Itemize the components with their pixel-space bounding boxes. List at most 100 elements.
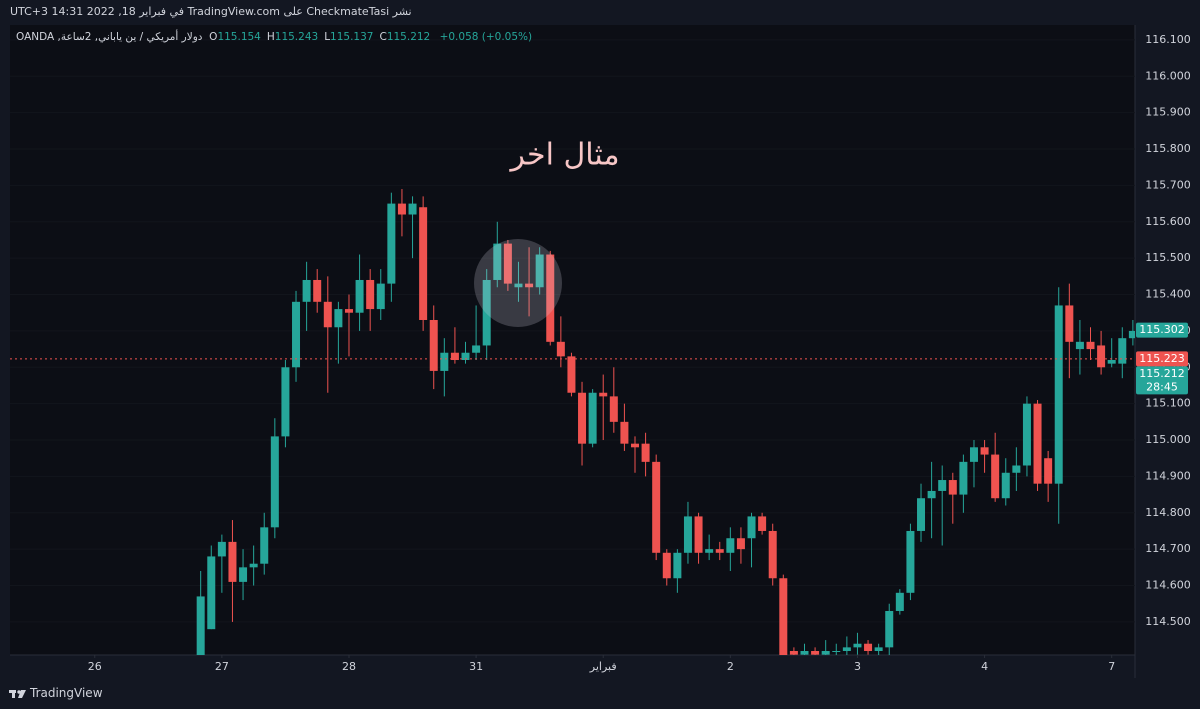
candle-body bbox=[397, 203, 406, 215]
candle-body bbox=[832, 650, 841, 652]
publish-info: نشر CheckmateTasi على TradingView.com في… bbox=[10, 5, 412, 18]
y-tick-label: 114.800 bbox=[1145, 506, 1191, 519]
y-tick-label: 115.900 bbox=[1145, 106, 1191, 119]
candle-body bbox=[1075, 341, 1084, 350]
candle-body bbox=[599, 392, 608, 397]
plot-area bbox=[10, 25, 1135, 655]
candle-body bbox=[758, 516, 767, 531]
candle-body bbox=[472, 345, 481, 353]
candle-body bbox=[683, 516, 692, 553]
price-badge bbox=[1136, 351, 1188, 367]
candle-body bbox=[969, 447, 978, 462]
candle-body bbox=[302, 279, 311, 302]
ohlc-value: 115.243 bbox=[274, 31, 319, 43]
candle-body bbox=[556, 341, 565, 357]
candle-body bbox=[779, 578, 788, 655]
candle-body bbox=[1118, 338, 1127, 364]
candle-body bbox=[503, 243, 512, 284]
candle-body bbox=[387, 203, 396, 284]
y-tick-label: 115.400 bbox=[1145, 288, 1191, 301]
candle-body bbox=[853, 643, 862, 648]
candle-body bbox=[1128, 330, 1135, 339]
candle-body bbox=[938, 480, 947, 491]
candle-body bbox=[292, 301, 301, 368]
candle-body bbox=[1044, 458, 1053, 484]
candle-body bbox=[1054, 305, 1063, 484]
candle-body bbox=[1107, 360, 1116, 364]
symbol: دولار أمريكي / ين ياباني, 2ساعة, OANDA bbox=[16, 31, 203, 43]
y-tick-label: 114.700 bbox=[1145, 542, 1191, 555]
candle-body bbox=[1065, 305, 1074, 342]
y-tick-label: 114.600 bbox=[1145, 579, 1191, 592]
candle-body bbox=[641, 443, 650, 462]
candle-body bbox=[281, 367, 290, 437]
candle-body bbox=[196, 596, 205, 655]
candle-body bbox=[1012, 465, 1021, 473]
candle-body bbox=[694, 516, 703, 553]
footer-brand: TradingView bbox=[30, 686, 103, 700]
candle-body bbox=[652, 461, 661, 553]
x-tick-label: 7 bbox=[1108, 660, 1115, 673]
candle-body bbox=[609, 396, 618, 422]
candle-body bbox=[715, 549, 724, 553]
y-tick-label: 115.800 bbox=[1145, 142, 1191, 155]
candle-body bbox=[228, 541, 237, 582]
candle-body bbox=[514, 283, 523, 288]
ohlc-key: O bbox=[209, 31, 218, 43]
candle-body bbox=[440, 352, 449, 371]
candle-body bbox=[239, 567, 248, 582]
candle-body bbox=[895, 592, 904, 611]
candle-body bbox=[1086, 341, 1095, 350]
y-tick-label: 114.900 bbox=[1145, 469, 1191, 482]
candle-body bbox=[821, 650, 830, 655]
candle-body bbox=[885, 610, 894, 648]
candle-body bbox=[323, 301, 332, 328]
candle-body bbox=[842, 647, 851, 651]
candle-body bbox=[620, 421, 629, 444]
candle-body bbox=[376, 283, 385, 310]
candle-body bbox=[673, 552, 682, 579]
candle-body bbox=[864, 643, 873, 651]
ohlc-value: 115.212 bbox=[386, 31, 431, 43]
y-tick-label: 116.100 bbox=[1145, 33, 1191, 46]
candle-body bbox=[631, 443, 639, 448]
highlight-circle bbox=[474, 239, 562, 327]
ohlc-key: H bbox=[266, 31, 275, 43]
candle-body bbox=[567, 356, 576, 393]
candle-body bbox=[768, 530, 777, 579]
candle-body bbox=[726, 538, 735, 553]
candle-body bbox=[461, 352, 470, 361]
candle-body bbox=[334, 309, 343, 328]
countdown: 28:45 bbox=[1146, 380, 1178, 393]
candle-body bbox=[344, 309, 353, 313]
candle-body bbox=[482, 279, 491, 346]
y-tick-label: 115.000 bbox=[1145, 433, 1191, 446]
ohlc-key: L bbox=[324, 31, 331, 43]
candle-body bbox=[429, 319, 438, 371]
y-tick-label: 116.000 bbox=[1145, 69, 1191, 82]
candle-body bbox=[535, 254, 544, 288]
candle-body bbox=[217, 541, 226, 557]
candle-body bbox=[1022, 403, 1031, 466]
change: +0.058 (+0.05%) bbox=[439, 31, 533, 43]
candle-body bbox=[662, 552, 671, 579]
y-tick-label: 115.600 bbox=[1145, 215, 1191, 228]
candle-body bbox=[588, 392, 597, 444]
candle-body bbox=[313, 279, 322, 302]
candle-body bbox=[260, 527, 269, 564]
y-tick-label: 115.500 bbox=[1145, 251, 1191, 264]
candle-body bbox=[249, 563, 258, 568]
candle-body bbox=[800, 650, 809, 655]
x-tick-label: 27 bbox=[215, 660, 229, 673]
ohlc-value: 115.154 bbox=[217, 31, 261, 43]
candle-body bbox=[450, 352, 459, 361]
x-tick-label: 31 bbox=[469, 660, 483, 673]
candle-body bbox=[789, 650, 798, 655]
price-badge bbox=[1136, 366, 1188, 395]
x-tick-label: 4 bbox=[981, 660, 988, 673]
candle-body bbox=[493, 243, 502, 280]
candle-body bbox=[1001, 472, 1010, 499]
candle-body bbox=[1033, 403, 1042, 484]
price-badge-label: 115.212 bbox=[1139, 367, 1185, 380]
